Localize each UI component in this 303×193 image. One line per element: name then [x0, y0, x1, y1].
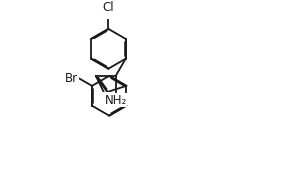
Text: NH₂: NH₂	[105, 94, 127, 107]
Text: O: O	[103, 93, 112, 106]
Text: Br: Br	[65, 72, 78, 85]
Text: Cl: Cl	[103, 1, 114, 14]
